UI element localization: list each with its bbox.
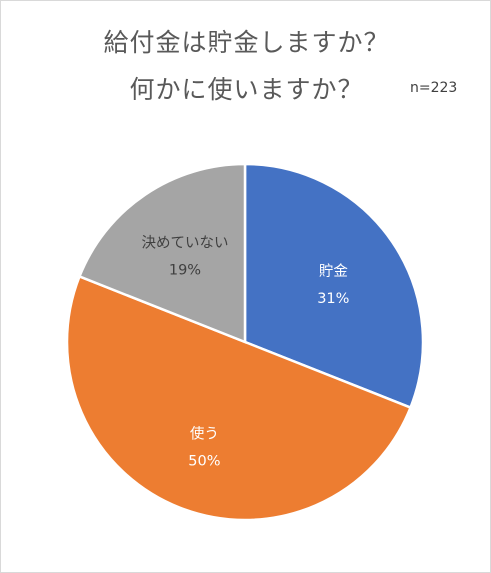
slice-value-label: 19%: [169, 263, 201, 279]
slice-category-label: 使う: [190, 426, 219, 443]
slice-value-label: 50%: [188, 454, 220, 470]
pie-slice-2: [65, 274, 413, 521]
chart-title-line-2: 何かに使いますか？: [129, 75, 364, 104]
pie-slice-1: [243, 162, 425, 410]
slice-category-label: 貯金: [319, 263, 348, 280]
sample-size-label: n=223: [410, 80, 458, 96]
pie-slice-3: [77, 162, 247, 344]
chart-title-line-1: 給付金は貯金しますか？: [103, 28, 390, 57]
slice-category-label: 決めていない: [141, 235, 228, 252]
slice-value-label: 31%: [317, 291, 349, 307]
